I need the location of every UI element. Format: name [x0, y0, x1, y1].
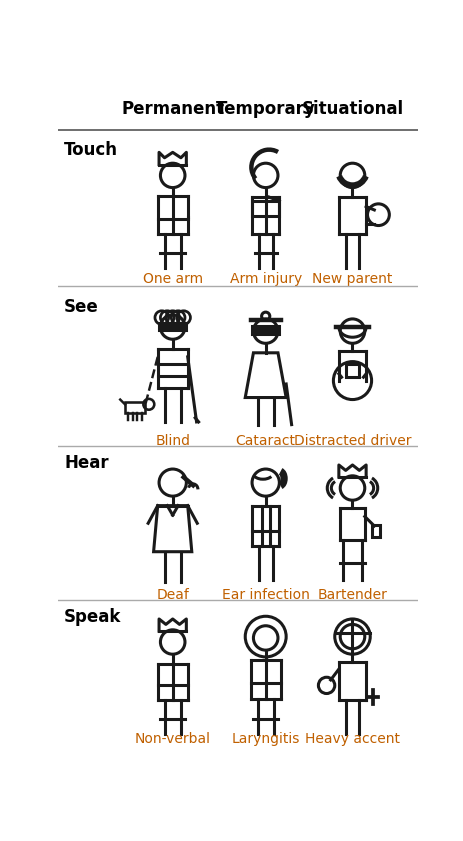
Text: Hear: Hear — [64, 453, 109, 472]
Text: Speak: Speak — [64, 607, 121, 626]
Text: Cataract: Cataract — [235, 434, 295, 447]
Text: Bartender: Bartender — [317, 588, 387, 601]
Text: Permanent: Permanent — [121, 100, 224, 118]
Text: Distracted driver: Distracted driver — [293, 434, 410, 447]
Text: Temporary: Temporary — [215, 100, 315, 118]
Text: Touch: Touch — [64, 141, 118, 159]
Text: Laryngitis: Laryngitis — [231, 733, 299, 746]
Text: Blind: Blind — [155, 434, 190, 447]
Text: Ear infection: Ear infection — [221, 588, 309, 601]
Polygon shape — [159, 323, 186, 330]
Text: Non-verbal: Non-verbal — [134, 733, 210, 746]
Text: Situational: Situational — [301, 100, 403, 118]
Text: See: See — [64, 298, 99, 316]
Text: One arm: One arm — [142, 272, 202, 286]
Polygon shape — [345, 363, 358, 378]
Text: Arm injury: Arm injury — [229, 272, 301, 286]
Text: Deaf: Deaf — [156, 588, 189, 601]
Polygon shape — [251, 326, 279, 334]
Text: Heavy accent: Heavy accent — [304, 733, 399, 746]
Text: New parent: New parent — [312, 272, 392, 286]
